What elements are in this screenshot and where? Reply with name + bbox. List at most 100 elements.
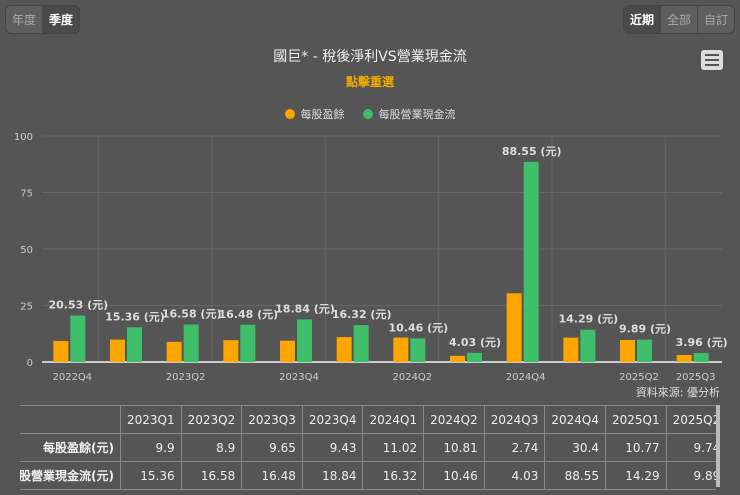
data-label: 10.46 (元) [388,321,448,334]
column-header: 2024Q3 [483,405,546,434]
bar-eps [450,355,465,362]
legend-item-eps[interactable]: 每股盈餘 [284,106,345,122]
bar-chart: 0 25 50 75 100 2022Q4 20.53 (元)15.36 (元) 2023Q2… [14,132,728,383]
y-tick-label: 50 [20,245,33,256]
column-header: 2023Q1 [119,405,182,434]
range-recent-button[interactable]: 近期 [623,6,661,33]
column-header: 2024Q1 [362,405,425,434]
bar-eps [563,337,579,362]
y-tick-label: 75 [20,189,33,200]
table-cell: 16.58 [180,461,243,490]
bar-eps [53,340,69,362]
table-scrollbar[interactable] [716,405,720,487]
legend-label: 每股營業現金流 [378,108,456,121]
x-tick-label: 2025Q2 [619,372,659,383]
column-header: 2023Q4 [301,405,364,434]
bar-eps [620,339,635,362]
column-header: 2025Q2 [665,405,716,434]
column-header: 2024Q4 [544,405,606,434]
column-header: 2023Q3 [241,405,303,434]
table-cell: 4.03 [483,461,546,490]
data-label: 9.89 (元) [619,323,671,336]
data-label: 14.29 (元) [558,313,618,326]
table-cell: 9.65 [241,433,303,462]
bar-eps [166,341,182,362]
data-label: 3.96 (元) [676,336,728,349]
data-label: 15.36 (元) [105,310,165,323]
x-tick-label: 2022Q4 [52,372,92,383]
x-tick-label: 2025Q3 [676,372,716,383]
bar-ocf [523,161,539,362]
bar-ocf [183,324,199,362]
data-label: 16.32 (元) [332,308,392,321]
y-tick-label: 25 [20,302,33,313]
range-all-button[interactable]: 全部 [661,6,698,33]
x-tick-label: 2023Q2 [166,372,206,383]
bar-ocf [637,339,652,362]
table-cell: 11.02 [362,433,425,462]
table-corner [20,405,121,434]
column-header: 2025Q1 [604,405,667,434]
data-label: 18.84 (元) [275,302,335,315]
bar-ocf [127,327,142,362]
bar-ocf [467,352,482,362]
table-cell: 9.74 [665,433,716,462]
data-source: 資料來源: 優分析 [635,386,720,399]
table-cell: 18.84 [301,461,364,490]
bar-eps [336,337,352,362]
table-cell: 30.4 [544,433,606,462]
table-cell: 14.29 [604,461,667,490]
reselect-link[interactable]: 點擊重選 [345,75,394,89]
period-toggle: 年度 季度 [5,5,81,34]
bar-ocf [240,324,256,362]
bar-eps [280,340,295,362]
period-annual-button[interactable]: 年度 [6,6,44,33]
table-cell: 16.32 [362,461,425,490]
chart-title: 國巨* - 稅後淨利VS營業現金流 [273,49,467,65]
data-label: 88.55 (元) [502,145,562,158]
x-tick-label: 2024Q4 [506,372,546,383]
table-cell: 10.81 [423,433,485,462]
data-table: 2023Q1 2023Q2 2023Q3 2023Q4 2024Q1 2024Q2 2024… [20,405,716,490]
bar-eps [110,339,125,362]
table-cell: 2.74 [483,433,546,462]
data-label: 20.53 (元) [48,299,108,312]
range-custom-button[interactable]: 自訂 [703,13,728,27]
bar-eps [223,340,239,362]
row-label: 每股營業現金流(元) [20,461,121,490]
range-toggle: 近期 全部 自訂 [622,5,735,34]
bar-eps [393,337,409,362]
bar-ocf [297,319,312,362]
table-cell: 9.43 [301,433,364,462]
y-tick-label: 100 [14,132,33,143]
column-header: 2024Q2 [423,405,485,434]
x-tick-label: 2023Q4 [279,372,319,383]
x-tick-label: 2024Q2 [392,372,432,383]
legend-label: 每股盈餘 [300,108,345,121]
table-cell: 9.89 [665,461,716,490]
legend-dot-icon [362,109,373,119]
legend: 每股盈餘 每股營業現金流 [0,106,740,122]
table-cell: 15.36 [119,461,182,490]
table-cell: 88.55 [544,461,606,490]
table-cell: 10.46 [423,461,485,490]
legend-dot-icon [284,109,295,119]
bar-ocf [410,338,426,362]
bar-ocf [353,325,369,362]
bar-eps [676,354,692,362]
y-tick-label: 0 [27,358,33,369]
period-quarterly-button[interactable]: 季度 [43,6,80,33]
row-label: 每股盈餘(元) [20,433,121,462]
table-cell: 9.9 [119,433,182,462]
table-cell: 16.48 [241,461,303,490]
data-label: 4.03 (元) [449,336,501,349]
bar-eps [506,293,522,362]
data-label: 16.58 (元) [162,308,222,321]
bar-ocf [693,353,709,362]
hamburger-menu-icon[interactable] [701,50,723,70]
bar-ocf [70,315,86,362]
table-cell: 8.9 [180,433,243,462]
table-cell: 10.77 [604,433,667,462]
data-label: 16.48 (元) [218,308,278,321]
legend-item-ocf[interactable]: 每股營業現金流 [362,106,456,122]
